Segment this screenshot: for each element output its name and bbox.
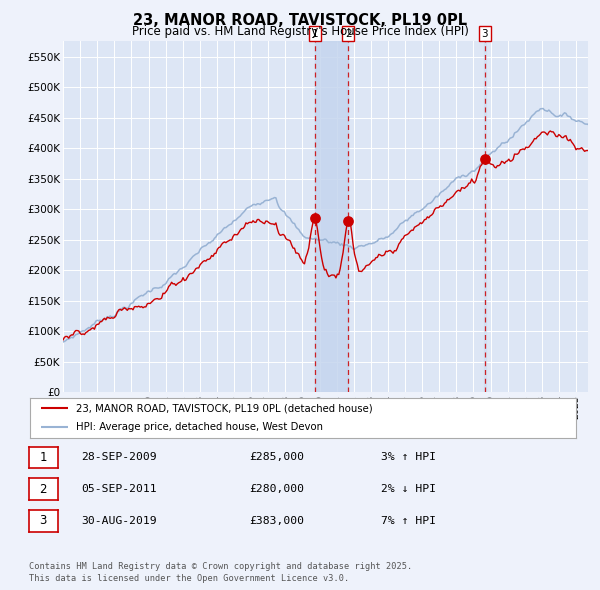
Point xyxy=(343,217,353,226)
Bar xyxy=(315,41,348,392)
Text: £280,000: £280,000 xyxy=(249,484,304,494)
Text: 3: 3 xyxy=(481,28,488,38)
Text: 3% ↑ HPI: 3% ↑ HPI xyxy=(381,453,436,462)
Text: 2: 2 xyxy=(40,483,47,496)
Text: Price paid vs. HM Land Registry's House Price Index (HPI): Price paid vs. HM Land Registry's House … xyxy=(131,25,469,38)
Text: 23, MANOR ROAD, TAVISTOCK, PL19 0PL (detached house): 23, MANOR ROAD, TAVISTOCK, PL19 0PL (det… xyxy=(76,404,373,414)
Text: £383,000: £383,000 xyxy=(249,516,304,526)
Text: 2: 2 xyxy=(345,28,352,38)
Point xyxy=(310,214,320,223)
Text: 23, MANOR ROAD, TAVISTOCK, PL19 0PL: 23, MANOR ROAD, TAVISTOCK, PL19 0PL xyxy=(133,13,467,28)
Text: 28-SEP-2009: 28-SEP-2009 xyxy=(81,453,157,462)
Bar xyxy=(484,41,485,392)
Text: 05-SEP-2011: 05-SEP-2011 xyxy=(81,484,157,494)
Text: £285,000: £285,000 xyxy=(249,453,304,462)
Text: 1: 1 xyxy=(312,28,319,38)
Point xyxy=(480,154,490,163)
Text: 2% ↓ HPI: 2% ↓ HPI xyxy=(381,484,436,494)
Text: HPI: Average price, detached house, West Devon: HPI: Average price, detached house, West… xyxy=(76,422,323,432)
Text: 1: 1 xyxy=(40,451,47,464)
Text: 7% ↑ HPI: 7% ↑ HPI xyxy=(381,516,436,526)
Text: Contains HM Land Registry data © Crown copyright and database right 2025.
This d: Contains HM Land Registry data © Crown c… xyxy=(29,562,412,583)
Text: 30-AUG-2019: 30-AUG-2019 xyxy=(81,516,157,526)
Text: 3: 3 xyxy=(40,514,47,527)
